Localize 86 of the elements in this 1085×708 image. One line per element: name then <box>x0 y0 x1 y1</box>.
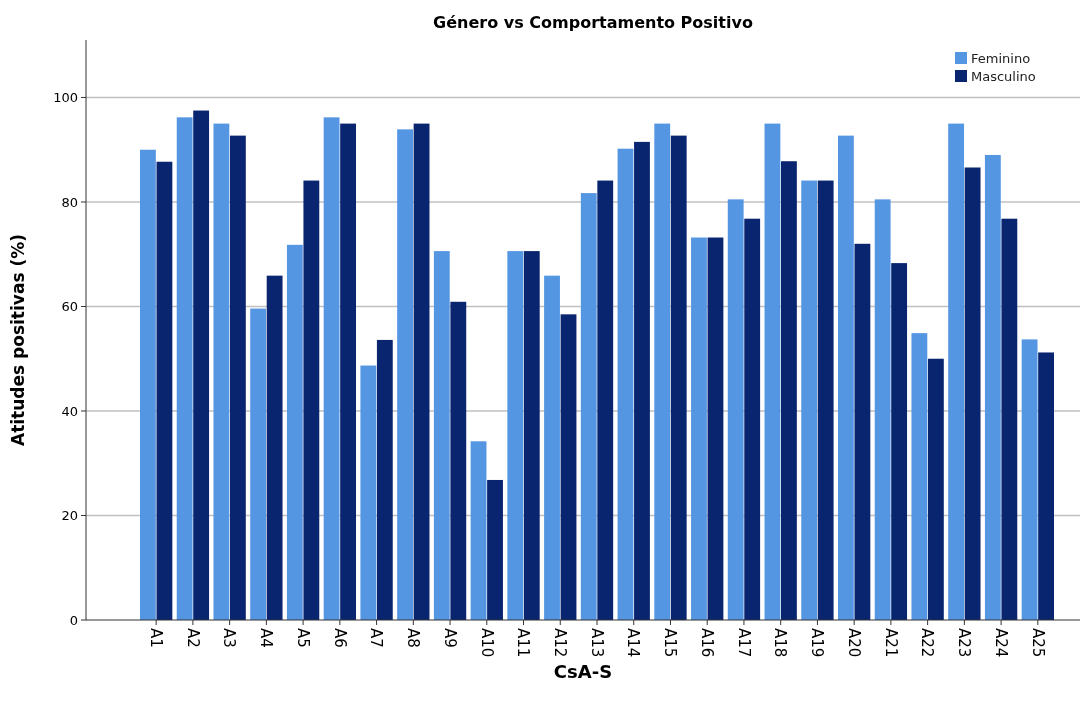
bar <box>634 141 650 620</box>
bar <box>744 218 761 620</box>
x-tick-label: A23 <box>955 628 974 658</box>
x-tick-label: A10 <box>477 628 496 658</box>
bar <box>927 358 944 620</box>
bar <box>617 148 634 620</box>
bar <box>487 479 503 620</box>
x-tick-label: A6 <box>330 628 349 648</box>
bar <box>523 251 540 620</box>
bar <box>764 123 781 620</box>
x-tick-label: A13 <box>587 628 606 658</box>
x-tick-label: A4 <box>257 628 276 648</box>
x-tick-label: A3 <box>220 628 239 648</box>
bar <box>707 237 724 620</box>
bar <box>156 161 173 620</box>
bar <box>654 123 671 620</box>
bar <box>397 129 413 620</box>
y-tick-label: 60 <box>61 299 78 315</box>
bar <box>670 135 687 620</box>
bar <box>854 243 871 620</box>
bar <box>303 180 320 620</box>
x-tick-label: A25 <box>1028 628 1047 658</box>
x-tick-label: A16 <box>697 628 716 658</box>
bar <box>413 123 430 620</box>
bar <box>560 314 577 620</box>
bar <box>250 308 267 620</box>
x-tick-label: A7 <box>367 628 386 648</box>
x-axis-title: CsA-S <box>553 661 613 682</box>
bar <box>376 339 393 620</box>
bar <box>727 199 744 620</box>
x-tick-label: A17 <box>734 628 753 658</box>
x-tick-label: A8 <box>404 628 423 648</box>
bar <box>507 251 524 620</box>
chart-title: Género vs Comportamento Positivo <box>433 13 753 32</box>
x-tick-label: A19 <box>808 628 827 658</box>
bar <box>193 110 210 620</box>
bar <box>801 180 818 620</box>
x-tick-label: A5 <box>293 628 312 648</box>
bar <box>580 193 597 620</box>
y-axis-title: Atitudes positivas (%) <box>8 234 28 446</box>
bar <box>597 180 614 620</box>
x-tick-label: A1 <box>146 628 165 648</box>
bar <box>691 237 707 620</box>
bar <box>433 251 450 620</box>
x-tick-label: A12 <box>551 628 570 658</box>
x-tick-label: A20 <box>844 628 863 658</box>
bar <box>837 135 854 620</box>
bar <box>1038 352 1054 620</box>
x-tick-label: A21 <box>881 628 900 658</box>
bar <box>948 123 965 620</box>
legend-label: Masculino <box>971 69 1036 84</box>
bar <box>891 263 908 620</box>
bar <box>176 117 193 620</box>
x-tick-label: A2 <box>183 628 202 648</box>
y-tick-label: 40 <box>61 403 78 419</box>
bar <box>544 275 560 620</box>
bar <box>229 135 246 620</box>
x-tick-label: A24 <box>991 628 1010 658</box>
y-tick-label: 100 <box>53 90 78 106</box>
bar <box>266 275 283 620</box>
x-tick-label: A14 <box>624 628 643 658</box>
bar <box>360 365 377 620</box>
bar <box>984 154 1001 620</box>
bar <box>213 123 230 620</box>
bar <box>286 244 303 620</box>
bar <box>964 167 981 620</box>
y-tick-label: 20 <box>61 508 78 524</box>
y-tick-label: 0 <box>69 612 78 628</box>
bar <box>470 441 487 620</box>
x-tick-label: A9 <box>440 628 459 648</box>
bar <box>1021 339 1038 620</box>
bar <box>874 199 891 620</box>
bar <box>340 123 357 620</box>
legend-label: Feminino <box>971 51 1031 66</box>
bar <box>450 301 467 620</box>
x-tick-label: A11 <box>514 628 533 658</box>
bar <box>781 161 797 620</box>
x-tick-label: A18 <box>771 628 790 658</box>
x-tick-label: A22 <box>918 628 937 658</box>
y-tick-label: 80 <box>61 194 78 210</box>
bar <box>817 180 834 620</box>
bar <box>911 333 928 620</box>
x-tick-label: A15 <box>661 628 680 658</box>
bar <box>323 117 340 620</box>
bar <box>140 149 156 620</box>
bar <box>1001 218 1018 620</box>
